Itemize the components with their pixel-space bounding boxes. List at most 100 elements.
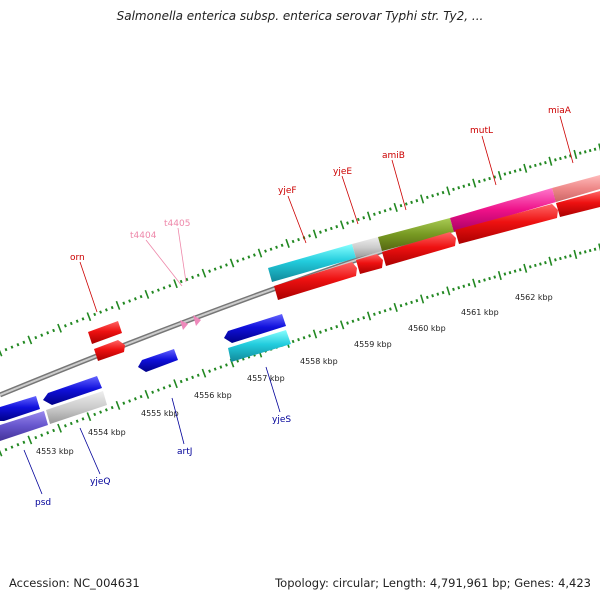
upper-row-minor-tick xyxy=(593,147,597,151)
kbp-label-4555: 4555 kbp xyxy=(141,409,179,418)
upper-row-minor-tick xyxy=(213,267,217,271)
cds-red-forward-2[interactable] xyxy=(356,254,383,274)
lower-row-minor-tick xyxy=(583,250,587,254)
lower-row-minor-tick xyxy=(467,283,471,287)
lower-row-major-tick xyxy=(446,286,451,296)
gene-yjeF-block[interactable] xyxy=(268,244,356,282)
lower-row-major-tick xyxy=(523,263,528,273)
upper-row-minor-tick xyxy=(16,343,20,347)
genome-summary-text: Topology: circular; Length: 4,791,961 bp… xyxy=(275,576,591,590)
gene-label-yjeS[interactable]: yjeS xyxy=(272,415,291,425)
kbp-label-4554: 4554 kbp xyxy=(88,428,126,437)
lower-row-minor-tick xyxy=(378,310,382,315)
tick-row-upper xyxy=(0,143,600,357)
lower-row-minor-tick xyxy=(196,373,200,377)
lower-row-minor-tick xyxy=(139,394,143,399)
cds-blue-reverse-1[interactable] xyxy=(224,314,286,343)
lower-row-major-tick xyxy=(57,423,62,433)
lower-row-major-tick xyxy=(548,256,553,266)
gene-orn-block[interactable] xyxy=(88,321,122,344)
upper-row-major-tick xyxy=(115,300,121,310)
cds-red-forward-5[interactable] xyxy=(556,191,600,217)
cds-blue-reverse-2[interactable] xyxy=(43,376,102,405)
kbp-scale: 4553 kbp 4554 kbp 4555 kbp 4556 kbp 4557… xyxy=(36,293,553,456)
upper-row-major-tick xyxy=(339,220,345,230)
upper-row-minor-tick xyxy=(467,183,471,187)
gene-label-mutL[interactable]: mutL xyxy=(470,126,493,136)
lower-row-minor-tick xyxy=(578,251,582,255)
upper-row-minor-tick xyxy=(252,253,256,257)
gene-psd-block[interactable] xyxy=(0,411,48,441)
upper-row-major-tick xyxy=(57,323,62,333)
lower-row-minor-tick xyxy=(208,369,212,373)
upper-row-minor-tick xyxy=(441,190,445,195)
gene-mutL-block[interactable] xyxy=(450,188,556,232)
upper-row-minor-tick xyxy=(264,249,267,253)
gene-yjeE-block[interactable] xyxy=(352,237,382,258)
cds-red-forward-1[interactable] xyxy=(274,262,357,300)
upper-row-minor-tick xyxy=(162,286,166,290)
gene-yjeS-block[interactable] xyxy=(228,330,291,362)
upper-row-minor-tick xyxy=(133,297,137,301)
gene-label-psd[interactable]: psd xyxy=(35,498,51,508)
lower-row-minor-tick xyxy=(404,302,408,306)
gene-label-yjeF[interactable]: yjeF xyxy=(278,186,297,196)
cds-red-forward-4[interactable] xyxy=(455,204,558,244)
lower-row-minor-tick xyxy=(588,248,592,253)
lower-row-minor-tick xyxy=(544,261,547,265)
gene-label-t4405[interactable]: t4405 xyxy=(164,219,190,229)
upper-row-major-tick xyxy=(573,149,578,160)
upper-row-major-tick xyxy=(312,229,318,239)
gene-label-miaA[interactable]: miaA xyxy=(548,106,572,116)
kbp-label-4556: 4556 kbp xyxy=(194,391,232,400)
gene-miaA-block[interactable] xyxy=(552,175,600,202)
kbp-label-4559: 4559 kbp xyxy=(354,340,392,349)
upper-row-minor-tick xyxy=(452,187,455,191)
lower-row-minor-tick xyxy=(168,384,172,388)
gene-label-t4404[interactable]: t4404 xyxy=(130,231,157,241)
lower-row-minor-tick xyxy=(425,295,429,300)
lower-row-minor-tick xyxy=(564,255,567,259)
cds-red-forward-3[interactable] xyxy=(382,232,456,266)
upper-row-minor-tick xyxy=(139,294,143,299)
upper-row-minor-tick xyxy=(40,333,44,337)
upper-row-minor-tick xyxy=(544,161,547,165)
gene-label-amiB[interactable]: amiB xyxy=(382,151,405,161)
upper-row-minor-tick xyxy=(436,192,440,196)
lower-row-minor-tick xyxy=(34,435,38,440)
gene-yjeQ-block[interactable] xyxy=(46,391,107,424)
gene-label-yjeQ[interactable]: yjeQ xyxy=(90,477,110,487)
gene-label-yjeE[interactable]: yjeE xyxy=(333,167,352,177)
upper-row-major-tick xyxy=(472,178,477,188)
upper-row-minor-tick xyxy=(324,228,328,232)
upper-row-minor-tick xyxy=(128,299,132,303)
upper-row-major-tick xyxy=(393,202,398,212)
label-leaders xyxy=(23,115,574,495)
lower-row-minor-tick xyxy=(513,269,517,273)
upper-row-major-tick xyxy=(497,170,502,181)
lower-row-minor-tick xyxy=(389,307,392,311)
gene-artJ-block[interactable] xyxy=(138,349,178,372)
lower-row-minor-tick xyxy=(477,279,481,284)
reverse-strand-genes xyxy=(0,314,291,441)
lower-row-minor-tick xyxy=(415,298,419,303)
upper-row-major-tick xyxy=(173,279,178,289)
cds-blue-reverse-3[interactable] xyxy=(0,396,40,421)
trna-t4404-marker[interactable] xyxy=(180,320,188,330)
gene-amiB-block[interactable] xyxy=(378,218,454,251)
lower-row-major-tick xyxy=(144,389,150,399)
forward-strand-genes xyxy=(88,175,600,361)
lower-row-major-tick xyxy=(173,379,178,389)
upper-row-minor-tick xyxy=(275,245,278,249)
lower-row-minor-tick xyxy=(22,440,26,444)
lower-row-minor-tick xyxy=(554,258,557,262)
gene-label-artJ[interactable]: artJ xyxy=(177,447,192,457)
upper-row-minor-tick xyxy=(269,247,273,251)
lower-row-minor-tick xyxy=(185,377,189,382)
upper-row-minor-tick xyxy=(335,224,339,229)
cds-red-orn-2[interactable] xyxy=(94,340,125,361)
upper-row-minor-tick xyxy=(431,194,434,198)
gene-label-orn[interactable]: orn xyxy=(70,253,85,263)
trna-t4405-marker[interactable] xyxy=(193,315,201,326)
